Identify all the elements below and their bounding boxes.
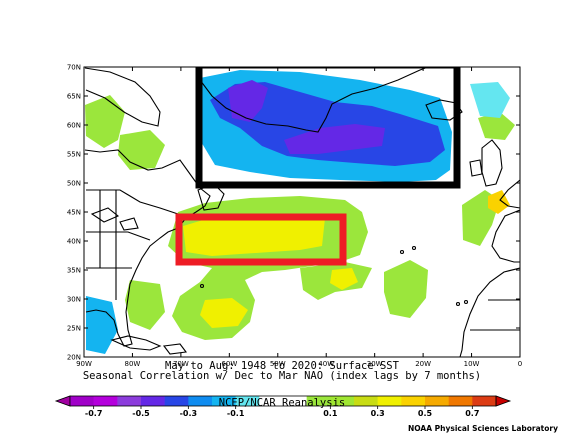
lat-tick-label: 65N [67, 93, 81, 101]
positive-anomaly-azores [384, 260, 428, 318]
colorbar-tick-label: -0.3 [180, 409, 198, 418]
positive-anomaly-baffin [85, 95, 125, 148]
colorbar-tick-label: 0.1 [323, 409, 338, 418]
positive-anomaly-nw-europe [478, 112, 515, 140]
lat-tick-label: 50N [67, 180, 81, 188]
caption-line-1: May to Aug: 1948 to 2020: Surface SST [165, 360, 399, 372]
lon-tick-label: 10W [464, 360, 480, 368]
lat-tick-label: 70N [67, 64, 81, 72]
colorbar-tick-label: -0.1 [227, 409, 245, 418]
negative-core-purple [228, 80, 268, 122]
colorbar-tick-label: 0.5 [418, 409, 433, 418]
colorbar-tick-label: 0.7 [465, 409, 479, 418]
lon-tick-label: 50W [270, 360, 286, 368]
colorbar-segment [212, 396, 236, 406]
colorbar-tick-label: -0.7 [85, 409, 103, 418]
lat-tick-label: 40N [67, 238, 81, 246]
colorbar-segment [448, 396, 473, 406]
highlight-boxes [175, 67, 461, 266]
lon-tick-label: 20W [415, 360, 431, 368]
colorbar-segment [425, 396, 449, 406]
lon-tick-label: 80W [125, 360, 141, 368]
colorbar-segment [70, 396, 94, 406]
orange-patch-ne [488, 190, 510, 214]
lat-tick-label: 55N [67, 151, 81, 159]
lat-tick-label: 60N [67, 122, 81, 130]
colorbar-segment [401, 396, 426, 406]
colorbar-segment [141, 396, 165, 406]
lon-tick-label: 60W [221, 360, 237, 368]
lon-tick-label: 90W [76, 360, 92, 368]
colorbar-segment [330, 396, 355, 406]
negative-core-darkblue [210, 82, 445, 166]
colorbar-tick-label: -0.5 [132, 409, 150, 418]
coastlines [84, 67, 520, 357]
colorbar-segment [354, 396, 378, 406]
caption-line-2: Seasonal Correlation w/ Dec to Mar NAO (… [82, 370, 482, 382]
red-highlight-box [175, 213, 347, 266]
credit-text: NOAA Physical Sciences Laboratory [407, 424, 558, 433]
lon-tick-label: 70W [173, 360, 189, 368]
lat-tick-label: 45N [67, 209, 81, 217]
lon-tick-label: 30W [367, 360, 383, 368]
colorbar-labels: -0.7 -0.5 -0.3 -0.1 0.1 0.3 0.5 0.7 [85, 409, 480, 418]
caption-line-3: NCEP/NCAR Reanalysis [218, 397, 346, 409]
lat-tick-label: 30N [67, 296, 81, 304]
lon-tick-label: 0 [518, 360, 522, 368]
colorbar-segment [117, 396, 142, 406]
positive-anomaly-labrador [118, 130, 165, 170]
colorbar-segment [259, 396, 284, 406]
yellow-core-south [200, 298, 248, 328]
colorbar-segment [306, 396, 331, 406]
negative-anomaly-lightblue [470, 82, 510, 118]
lat-tick-label: 20N [67, 354, 81, 362]
negative-core-purple-2 [284, 124, 385, 154]
lon-tick-label: 40W [318, 360, 334, 368]
colorbar-segment [164, 396, 189, 406]
yellow-core-east [330, 268, 358, 290]
tick-marks [83, 66, 521, 358]
black-highlight-box [195, 67, 461, 189]
colorbar-segment [472, 396, 497, 406]
yellow-core-gulf-stream [183, 214, 325, 256]
colorbar-segment [93, 396, 118, 406]
colorbar-tick-label: 0.3 [371, 409, 385, 418]
colorbar-segment [188, 396, 213, 406]
sst-correlation-field [85, 70, 515, 354]
colorbar-segment [235, 396, 260, 406]
colorbar-segment [283, 396, 307, 406]
positive-anomaly-caribbean [125, 280, 165, 330]
lat-tick-label: 25N [67, 325, 81, 333]
colorbar-segment [377, 396, 402, 406]
lat-tick-label: 35N [67, 267, 81, 275]
colorbar [54, 395, 512, 409]
